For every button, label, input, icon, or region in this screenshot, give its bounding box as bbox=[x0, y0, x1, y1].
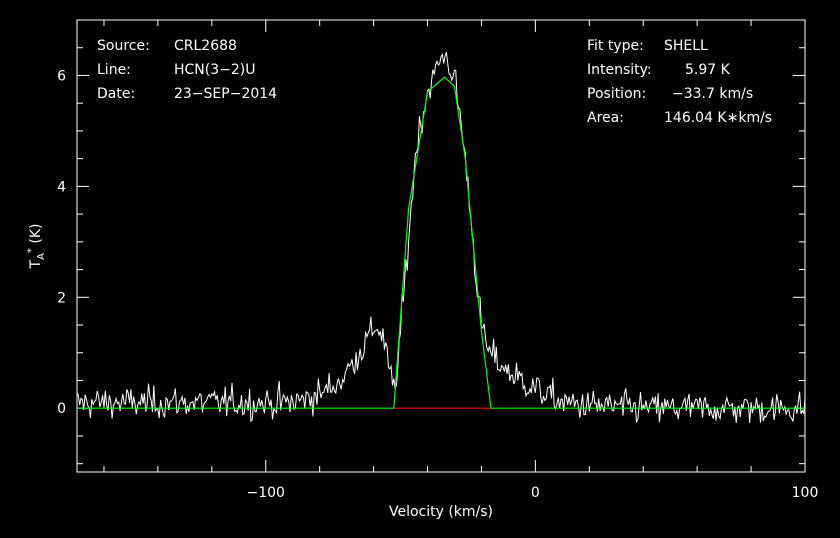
line-key: Line: bbox=[97, 62, 131, 78]
x-tick-label: 100 bbox=[792, 485, 819, 501]
spectrum-line bbox=[76, 52, 806, 424]
x-axis-label: Velocity (km/s) bbox=[389, 504, 493, 520]
intensity-key: Intensity: bbox=[587, 62, 652, 78]
tick-labels: −100 0 100 0 2 4 6 bbox=[57, 68, 818, 501]
source-value: CRL2688 bbox=[174, 38, 237, 54]
x-tick-label: 0 bbox=[531, 485, 540, 501]
area-key: Area: bbox=[587, 110, 624, 126]
y-tick-label: 2 bbox=[57, 290, 66, 306]
plot-frame bbox=[76, 19, 806, 473]
info-right: Fit type: SHELL Intensity: 5.97 K Positi… bbox=[587, 38, 772, 126]
y-axis-label: TA* (K) bbox=[26, 224, 47, 270]
svg-text:TA* (K): TA* (K) bbox=[26, 224, 47, 270]
fit-type-key: Fit type: bbox=[587, 38, 644, 54]
y-tick-label: 4 bbox=[57, 179, 66, 195]
line-value: HCN(3−2)U bbox=[174, 62, 256, 78]
intensity-value: 5.97 K bbox=[685, 62, 731, 78]
y-tick-label: 0 bbox=[57, 401, 66, 417]
position-key: Position: bbox=[587, 86, 646, 102]
x-tick-label: −100 bbox=[247, 485, 285, 501]
info-left: Source: CRL2688 Line: HCN(3−2)U Date: 23… bbox=[97, 38, 277, 102]
date-key: Date: bbox=[97, 86, 135, 102]
y-tick-label: 6 bbox=[57, 68, 66, 84]
source-key: Source: bbox=[97, 38, 150, 54]
date-value: 23−SEP−2014 bbox=[174, 86, 277, 102]
fit-type-value: SHELL bbox=[664, 38, 708, 54]
fit-line bbox=[77, 76, 805, 409]
area-value: 146.04 K∗km/s bbox=[664, 110, 772, 126]
tick-marks bbox=[77, 19, 806, 472]
position-value: −33.7 km/s bbox=[672, 86, 753, 102]
